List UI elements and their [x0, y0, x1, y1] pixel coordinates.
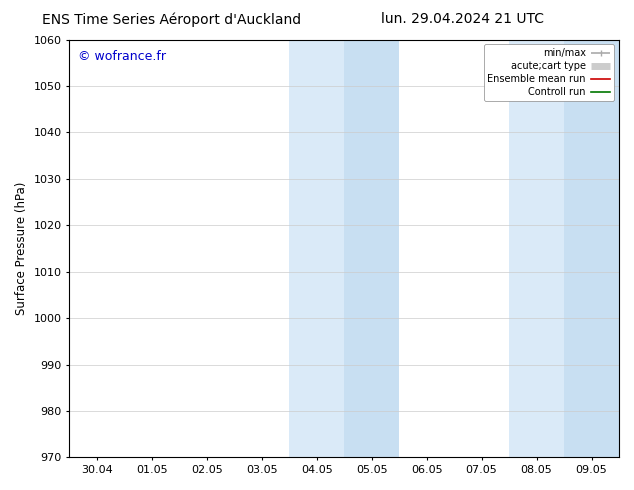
Bar [564, 40, 619, 457]
Y-axis label: Surface Pressure (hPa): Surface Pressure (hPa) [15, 182, 28, 315]
Bar [344, 40, 399, 457]
Bar [509, 40, 564, 457]
Text: lun. 29.04.2024 21 UTC: lun. 29.04.2024 21 UTC [381, 12, 545, 26]
Text: © wofrance.fr: © wofrance.fr [77, 50, 165, 63]
Text: ENS Time Series Aéroport d'Auckland: ENS Time Series Aéroport d'Auckland [42, 12, 301, 27]
Legend: min/max, acute;cart type, Ensemble mean run, Controll run: min/max, acute;cart type, Ensemble mean … [484, 45, 614, 101]
Bar [289, 40, 344, 457]
